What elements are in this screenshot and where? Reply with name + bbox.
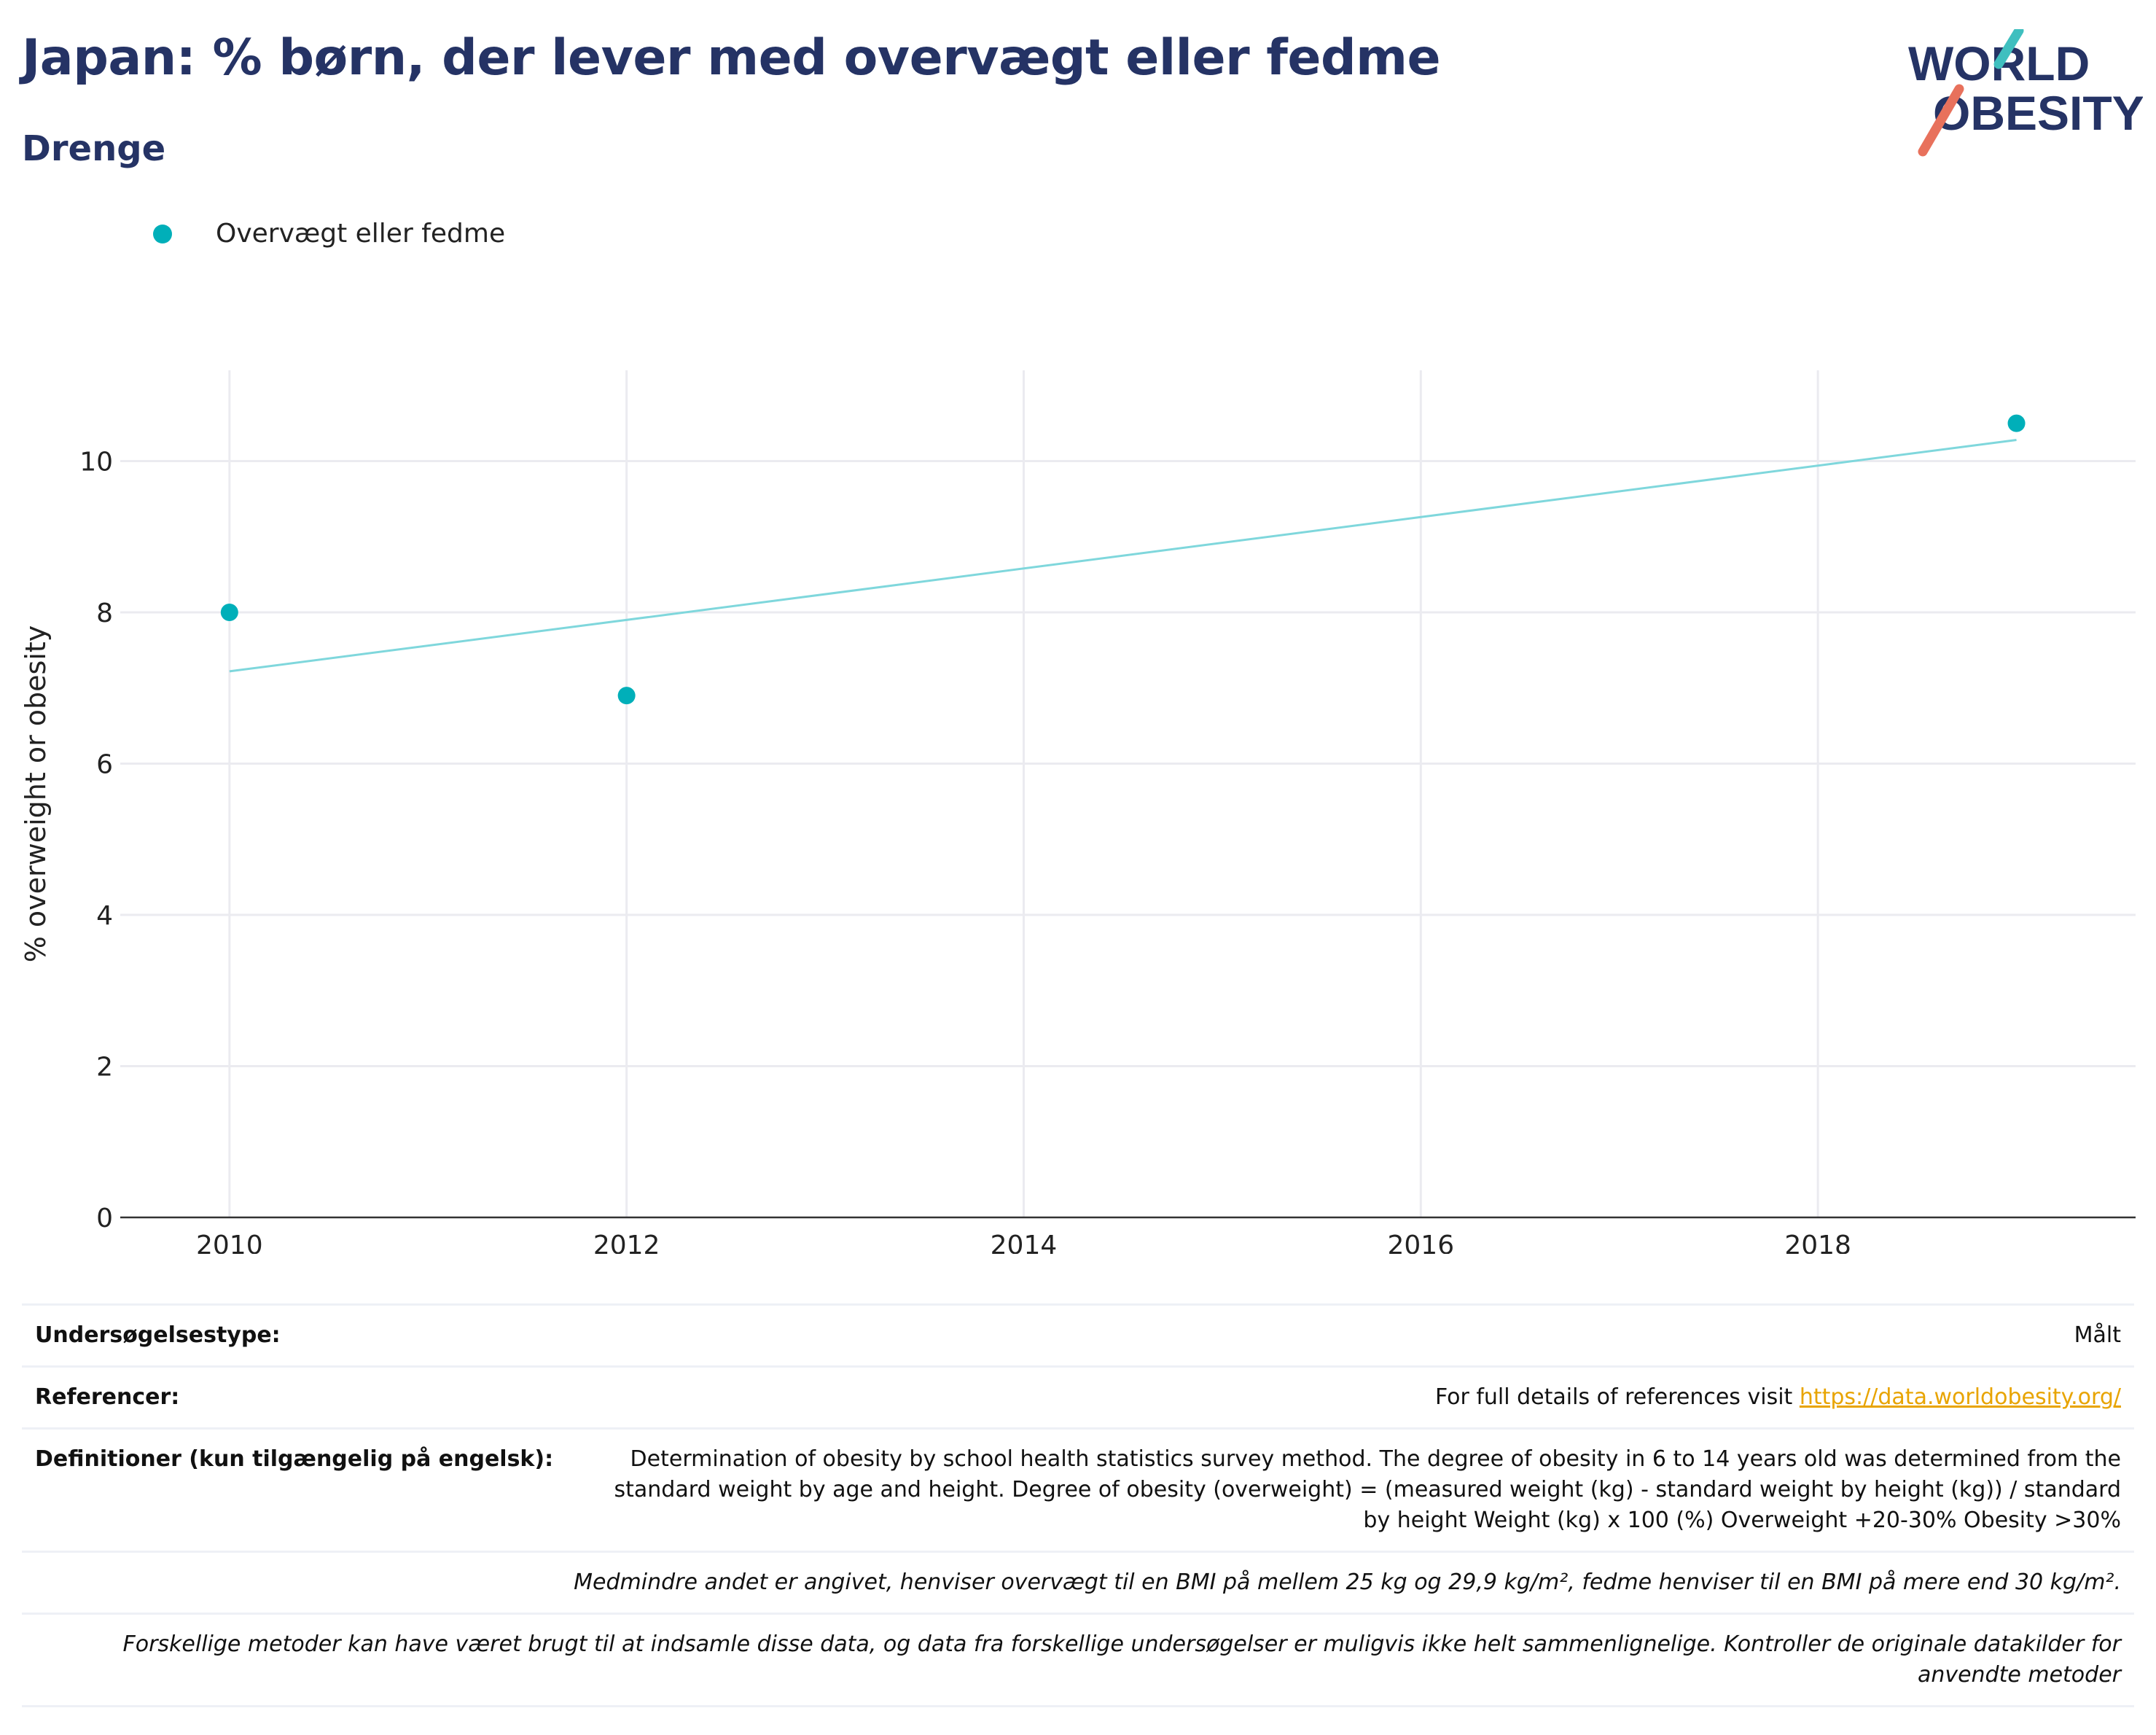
- info-table: Undersøgelsestype: Målt Referencer: For …: [22, 1303, 2134, 1707]
- x-tick-labels: 2010 2012 2014 2016 2018: [196, 1231, 1851, 1254]
- x-tick-label: 2012: [593, 1231, 660, 1254]
- data-point[interactable]: [220, 604, 238, 621]
- y-tick-label: 0: [96, 1204, 113, 1233]
- logo-line2: OBESITY: [1933, 86, 2143, 140]
- data-point[interactable]: [617, 687, 636, 705]
- references-text: For full details of references visit: [1434, 1384, 1800, 1410]
- y-tick-label: 2: [96, 1053, 113, 1083]
- survey-type-label: Undersøgelsestype:: [35, 1322, 281, 1348]
- y-gridlines: [120, 460, 2136, 1067]
- chart-title: Japan: % børn, der lever med overvægt el…: [22, 29, 1441, 87]
- x-tick-label: 2014: [991, 1231, 1058, 1254]
- trend-line: [229, 438, 2017, 673]
- references-value: For full details of references visit htt…: [1435, 1382, 2121, 1413]
- scatter-chart: 2010 2012 2014 2016 2018 0 2 4 6 8 10 % overweigh…: [20, 370, 2136, 1254]
- legend-label: Overvægt eller fedme: [216, 219, 506, 249]
- definitions-label: Definitioner (kun tilgængelig på engelsk…: [35, 1446, 554, 1472]
- references-link[interactable]: https://data.worldobesity.org/: [1799, 1384, 2121, 1410]
- chart-subtitle: Drenge: [22, 128, 166, 169]
- y-tick-label: 6: [96, 750, 113, 780]
- y-axis-title: % overweight or obesity: [20, 625, 52, 963]
- definitions-text: Determination of obesity by school healt…: [614, 1446, 2121, 1533]
- legend-marker: [153, 224, 172, 243]
- x-tick-label: 2010: [196, 1231, 263, 1254]
- data-points: [220, 414, 2026, 705]
- y-tick-labels: 0 2 4 6 8 10: [79, 448, 113, 1234]
- y-tick-label: 10: [79, 448, 113, 477]
- y-tick-label: 8: [96, 599, 113, 628]
- survey-type-value: Målt: [2074, 1322, 2121, 1348]
- y-tick-label: 4: [96, 901, 113, 931]
- survey-type-row: Undersøgelsestype: Målt: [22, 1303, 2134, 1365]
- x-gridlines: [228, 370, 1819, 1217]
- methods-note-row: Forskellige metoder kan have været brugt…: [22, 1613, 2134, 1707]
- definitions-row: Definitioner (kun tilgængelig på engelsk…: [22, 1427, 2134, 1551]
- bmi-note-row: Medmindre andet er angivet, henviser ove…: [22, 1551, 2134, 1613]
- references-label: Referencer:: [35, 1384, 180, 1410]
- x-tick-label: 2016: [1387, 1231, 1454, 1254]
- bmi-note: Medmindre andet er angivet, henviser ove…: [574, 1570, 2121, 1595]
- methods-note: Forskellige metoder kan have været brugt…: [122, 1631, 2121, 1688]
- legend: Overvægt eller fedme: [153, 219, 505, 249]
- references-row: Referencer: For full details of referenc…: [22, 1365, 2134, 1427]
- x-tick-label: 2018: [1784, 1231, 1851, 1254]
- data-point[interactable]: [2007, 414, 2026, 432]
- world-obesity-logo: WORLD OBESITY: [1908, 29, 2143, 157]
